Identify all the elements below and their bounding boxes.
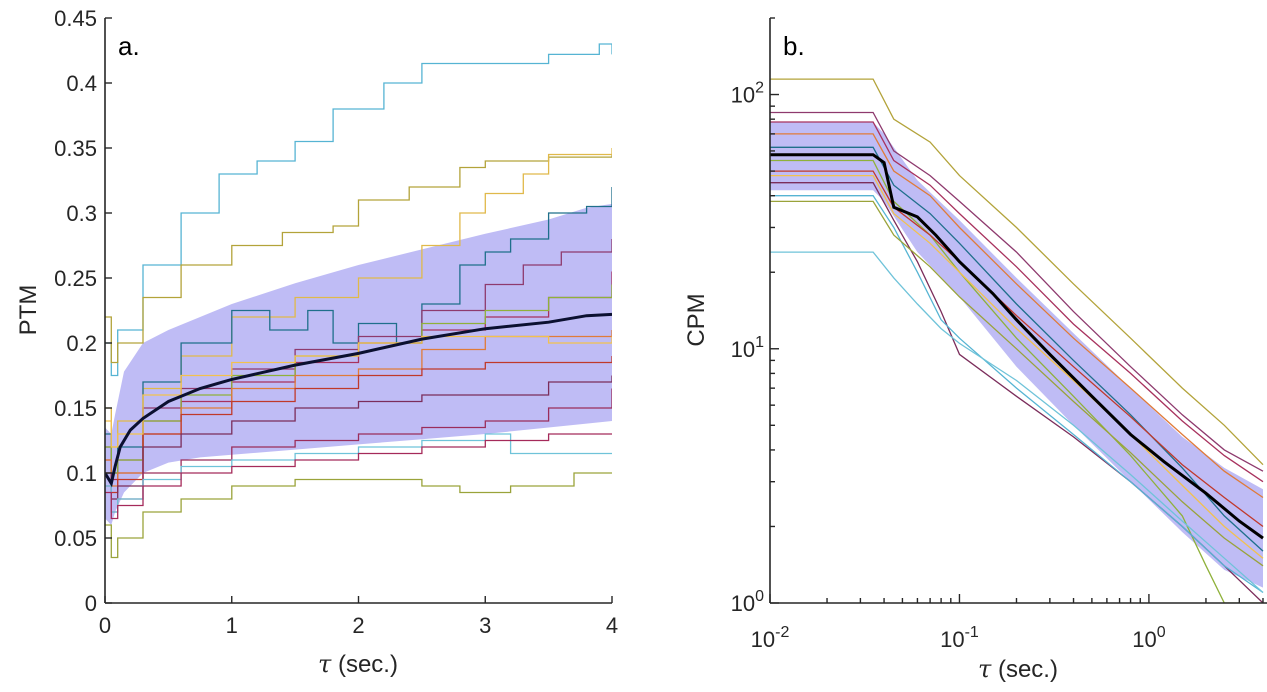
panel-b-std-band [770,122,1263,588]
panel-b-series-line-12 [770,200,1264,567]
panel-a-y-tick-label: 0.15 [54,396,97,421]
panel-b-axes: 10-2 10-1 100 100 101 102 [731,17,1267,652]
panel-b-y-tick-label: 102 [731,80,764,108]
panel-b-x-tick-label: 10-2 [751,624,790,652]
panel-b-series-line-4 [770,133,1264,499]
panel-a-x-axis-symbol: τ [318,650,332,678]
panel-b-series-line-7 [770,170,1264,528]
panel-a-y-axis-label: PTM [15,285,42,336]
panel-b: 10-2 10-1 100 100 101 102 b. CPM τ (sec.) [683,17,1267,683]
panel-a-y-tick-label: 0.1 [66,461,97,486]
panel-b-y-tick-label: 101 [731,334,764,362]
panel-b-plot-area [770,78,1264,603]
panel-b-y-tick-label: 100 [731,588,764,616]
panel-a-series-line-14 [105,433,612,520]
panel-b-x-axis-symbol: τ [978,655,992,683]
panel-a-y-tick-label: 0.25 [54,266,97,291]
panel-a-y-tick-label: 0.3 [66,201,97,226]
panel-b-series-line-8 [770,174,1264,559]
panel-a-y-tick-label: 0.05 [54,526,97,551]
panel-a-x-axis-text: (sec.) [331,651,398,678]
panel-a-label: a. [118,31,140,61]
panel-b-series-line-1 [770,78,1264,466]
panel-a-y-tick-label: 0 [85,591,97,616]
panel-b-mean-line [770,153,1264,540]
panel-b-series-line-2 [770,111,1264,472]
panel-a-x-tick-label: 2 [352,613,364,638]
panel-b-series-line-11 [770,251,1264,593]
panel-b-x-tick-label: 10-1 [940,624,979,652]
panel-a-y-tick-label: 0.2 [66,331,97,356]
panel-a-y-tick-label: 0.35 [54,136,97,161]
panel-a-series-line-15 [105,472,612,559]
panel-a-mean-line [105,312,612,488]
panel-a-x-tick-label: 4 [606,613,618,638]
panel-a-x-tick-label: 0 [99,613,111,638]
panel-b-series-line-9 [770,182,1264,603]
panel-b-series-line-10 [770,195,1264,594]
panel-b-x-axis-text: (sec.) [991,656,1058,683]
panel-a-series-line-3 [105,148,612,448]
panel-b-x-axis-label: τ (sec.) [978,655,1058,683]
panel-b-x-tick-label: 100 [1132,624,1165,652]
panel-a-series-line-1 [105,43,612,377]
panel-a-x-axis-label: τ (sec.) [318,650,398,678]
panel-b-series-line-3 [770,121,1264,483]
panel-a-y-tick-label: 0.45 [54,6,97,31]
panel-a-y-tick-label: 0.4 [66,71,97,96]
panel-a-series-line-2 [105,154,612,364]
panel-a-plot-area [105,43,612,559]
panel-a-axes: 0 0.05 0.1 0.15 0.2 0.25 0.3 0.35 0.4 0.45 0 1 2 3 4 [54,6,618,638]
panel-b-y-axis-label: CPM [683,293,710,346]
panel-b-label: b. [783,31,805,61]
panel-a-series-line-11 [105,335,612,448]
panel-a-series-line-10 [105,375,612,500]
panel-a-x-tick-label: 1 [226,613,238,638]
panel-a-x-tick-label: 3 [479,613,491,638]
panel-a: 0 0.05 0.1 0.15 0.2 0.25 0.3 0.35 0.4 0.45 0 1 2 3 4 a… [15,6,618,678]
